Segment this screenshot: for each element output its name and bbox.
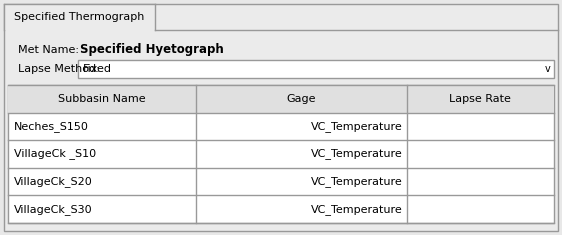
Bar [8, 85, 554, 223]
Text: VC_Temperature: VC_Temperature [311, 176, 402, 187]
Text: VillageCk_S30: VillageCk_S30 [14, 204, 93, 215]
Text: Subbasin Name: Subbasin Name [58, 94, 146, 104]
Text: Gage: Gage [287, 94, 316, 104]
Text: v: v [545, 64, 551, 74]
Bar [8, 85, 554, 113]
Text: VC_Temperature: VC_Temperature [311, 149, 402, 160]
Text: Lapse Rate: Lapse Rate [450, 94, 511, 104]
Text: VillageCk_S20: VillageCk_S20 [14, 176, 93, 187]
Text: Met Name:: Met Name: [18, 45, 79, 55]
Bar [78, 60, 554, 78]
Text: Fixed: Fixed [83, 64, 112, 74]
Text: Neches_S150: Neches_S150 [14, 121, 89, 132]
Text: VC_Temperature: VC_Temperature [311, 121, 402, 132]
Text: VC_Temperature: VC_Temperature [311, 204, 402, 215]
Text: Specified Thermograph: Specified Thermograph [14, 12, 144, 22]
Text: Lapse Method:: Lapse Method: [18, 64, 99, 74]
Text: VillageCk _S10: VillageCk _S10 [14, 149, 96, 160]
Text: Specified Hyetograph: Specified Hyetograph [80, 43, 224, 56]
Bar [4, 4, 155, 30]
